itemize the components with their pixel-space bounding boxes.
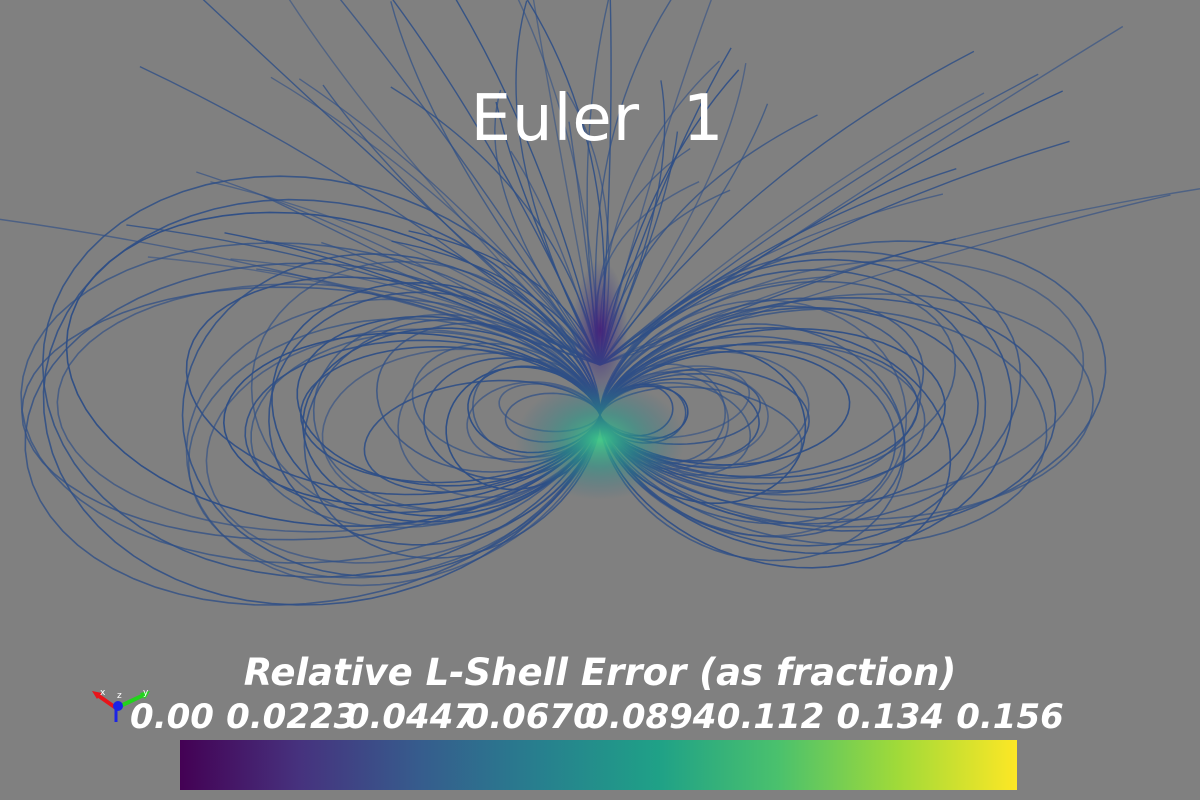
axis-label-x: x (100, 688, 106, 698)
field-line-open (599, 25, 1124, 366)
axis-label-z: z (117, 691, 122, 701)
field-line-loop (41, 175, 601, 578)
field-line-loop (599, 268, 987, 547)
field-line-open (288, 0, 601, 366)
field-line-open (455, 0, 601, 366)
x-axis-head-icon (92, 691, 102, 699)
view-title: Euler 1 (470, 82, 725, 156)
field-line-open (599, 194, 1171, 366)
scalar-bar-colormap (180, 740, 1017, 790)
field-line-open (210, 181, 601, 366)
field-line-open (599, 92, 985, 366)
upper-core (572, 260, 628, 400)
z-axis-head-icon (113, 701, 123, 711)
field-line-open (599, 103, 769, 366)
field-line-open (202, 0, 601, 366)
scalar-bar-title: Relative L-Shell Error (as fraction) (243, 651, 957, 694)
field-line-open (263, 195, 601, 366)
field-line-open (126, 224, 601, 366)
field-line-open (390, 1, 601, 366)
field-line-loop (599, 250, 1022, 525)
orientation-axes-widget: x z y (92, 688, 150, 722)
field-line-open (599, 168, 957, 366)
field-line-loop (20, 242, 601, 564)
field-line-open (196, 171, 601, 366)
field-line-open (494, 89, 601, 366)
field-line-open (265, 240, 601, 366)
field-line-open (599, 62, 747, 366)
field-line-open (139, 65, 601, 366)
field-line-open (392, 0, 601, 366)
field-line-open (599, 188, 1200, 366)
field-line-open (270, 76, 601, 366)
field-line-loop (56, 283, 601, 533)
field-line-open (322, 84, 601, 366)
y-axis-head-icon (140, 691, 150, 699)
x-axis-arrow (94, 692, 118, 710)
axis-label-y: y (143, 688, 149, 698)
field-line-open (298, 78, 601, 366)
field-line-open (224, 232, 601, 366)
lower-error-glow (515, 380, 685, 500)
field-line-open (0, 218, 601, 366)
